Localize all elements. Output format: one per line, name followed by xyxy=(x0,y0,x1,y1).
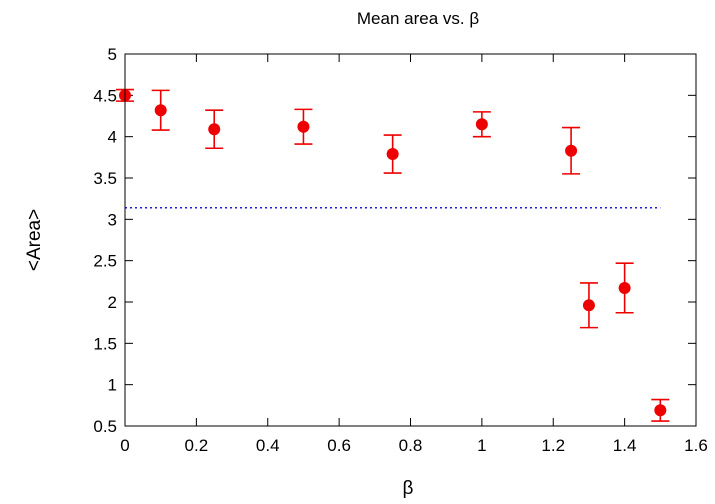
chart-title: Mean area vs. β xyxy=(357,9,479,28)
x-tick-label: 1.4 xyxy=(613,436,637,455)
y-tick-label: 0.5 xyxy=(93,417,117,436)
data-points xyxy=(119,89,667,417)
data-point xyxy=(582,299,595,312)
y-tick-label: 4 xyxy=(108,128,117,147)
x-tick-label: 0.8 xyxy=(399,436,423,455)
x-axis-label: β xyxy=(403,478,414,499)
y-tick-label: 2.5 xyxy=(93,252,117,271)
y-tick-label: 2 xyxy=(108,293,117,312)
x-tick-label: 1.6 xyxy=(684,436,708,455)
x-axis: 0 0.2 0.4 0.6 0.8 1 1.2 1.4 1.6 xyxy=(120,54,708,455)
data-point xyxy=(618,281,631,294)
x-tick-label: 1.2 xyxy=(541,436,565,455)
error-bars xyxy=(116,88,670,422)
y-axis-label: <Area> xyxy=(24,209,45,271)
y-tick-label: 4.5 xyxy=(93,86,117,105)
y-tick-label: 3 xyxy=(108,210,117,229)
x-tick-label: 0.6 xyxy=(327,436,351,455)
data-point xyxy=(565,144,578,157)
x-tick-label: 0 xyxy=(120,436,129,455)
y-tick-label: 5 xyxy=(108,45,117,64)
data-point xyxy=(297,120,310,133)
x-tick-label: 0.2 xyxy=(185,436,209,455)
data-point xyxy=(654,404,667,417)
y-axis: 0.5 1 1.5 2 2.5 3 3.5 4 4.5 5 xyxy=(93,45,696,436)
x-tick-label: 1 xyxy=(477,436,486,455)
y-tick-label: 1 xyxy=(108,376,117,395)
data-point xyxy=(386,148,399,161)
data-point xyxy=(208,123,221,136)
y-tick-label: 3.5 xyxy=(93,169,117,188)
data-point xyxy=(475,118,488,131)
y-tick-label: 1.5 xyxy=(93,334,117,353)
plot-frame xyxy=(124,53,697,427)
data-point xyxy=(154,104,167,117)
x-tick-label: 0.4 xyxy=(256,436,280,455)
